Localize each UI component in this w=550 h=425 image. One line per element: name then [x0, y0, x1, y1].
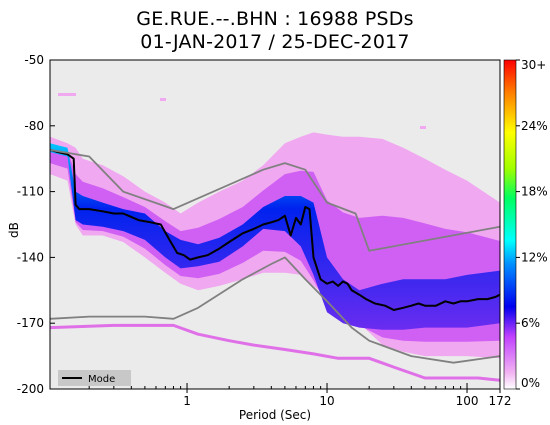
legend-mode-label: Mode: [88, 374, 115, 385]
plot-frame: [49, 59, 501, 390]
x-tick-label: 1: [183, 394, 191, 408]
y-tick-label: -110: [17, 185, 44, 199]
y-tick-label: -200: [17, 382, 44, 396]
outlier-fragment: [64, 93, 70, 96]
legend: Mode: [58, 370, 131, 386]
y-axis-label: dB: [7, 222, 21, 238]
x-tick-label: 172: [489, 394, 512, 408]
high-noise-model-line: [50, 149, 500, 252]
legend-box: [58, 370, 131, 386]
colorbar-tick-label: 0%: [521, 376, 540, 390]
outlier-fragment: [420, 126, 426, 129]
outlier-fragment: [58, 93, 64, 96]
outlier-fragment: [160, 98, 166, 101]
y-tick-label: -140: [17, 250, 44, 264]
colorbar-ticks: 0% 6% 12% 18% 24% 30+: [516, 58, 548, 390]
colorbar: 0% 6% 12% 18% 24% 30+: [503, 58, 548, 390]
y-axis: -50 -80 -110 -140 -170 -200: [17, 53, 55, 396]
x-tick-label: 100: [456, 394, 479, 408]
y-tick-label: -50: [24, 53, 44, 67]
x-tick-label: 10: [319, 394, 334, 408]
low-outlier-band-line: [50, 323, 500, 382]
x-axis: 1 10 100 172: [88, 383, 512, 408]
colorbar-tick-label: 30+: [521, 58, 546, 72]
low-noise-model-line: [50, 256, 500, 364]
colorbar-gradient: [503, 59, 517, 390]
lines-layer: [50, 93, 500, 382]
colorbar-tick-label: 18%: [521, 185, 548, 199]
chart-subtitle: 01-JAN-2017 / 25-DEC-2017: [140, 31, 410, 53]
colorbar-tick-label: 12%: [521, 250, 548, 264]
y-tick-label: -170: [17, 316, 44, 330]
y-tick-label: -80: [24, 119, 44, 133]
x-axis-label: Period (Sec): [239, 408, 311, 422]
density-layer: [50, 132, 500, 359]
chart-title: GE.RUE.--.BHN : 16988 PSDs: [136, 8, 414, 30]
colorbar-tick-label: 6%: [521, 316, 540, 330]
outlier-fragment: [70, 93, 76, 96]
density-core-band: [50, 143, 500, 330]
colorbar-tick-label: 24%: [521, 119, 548, 133]
mode-line: [50, 148, 500, 311]
